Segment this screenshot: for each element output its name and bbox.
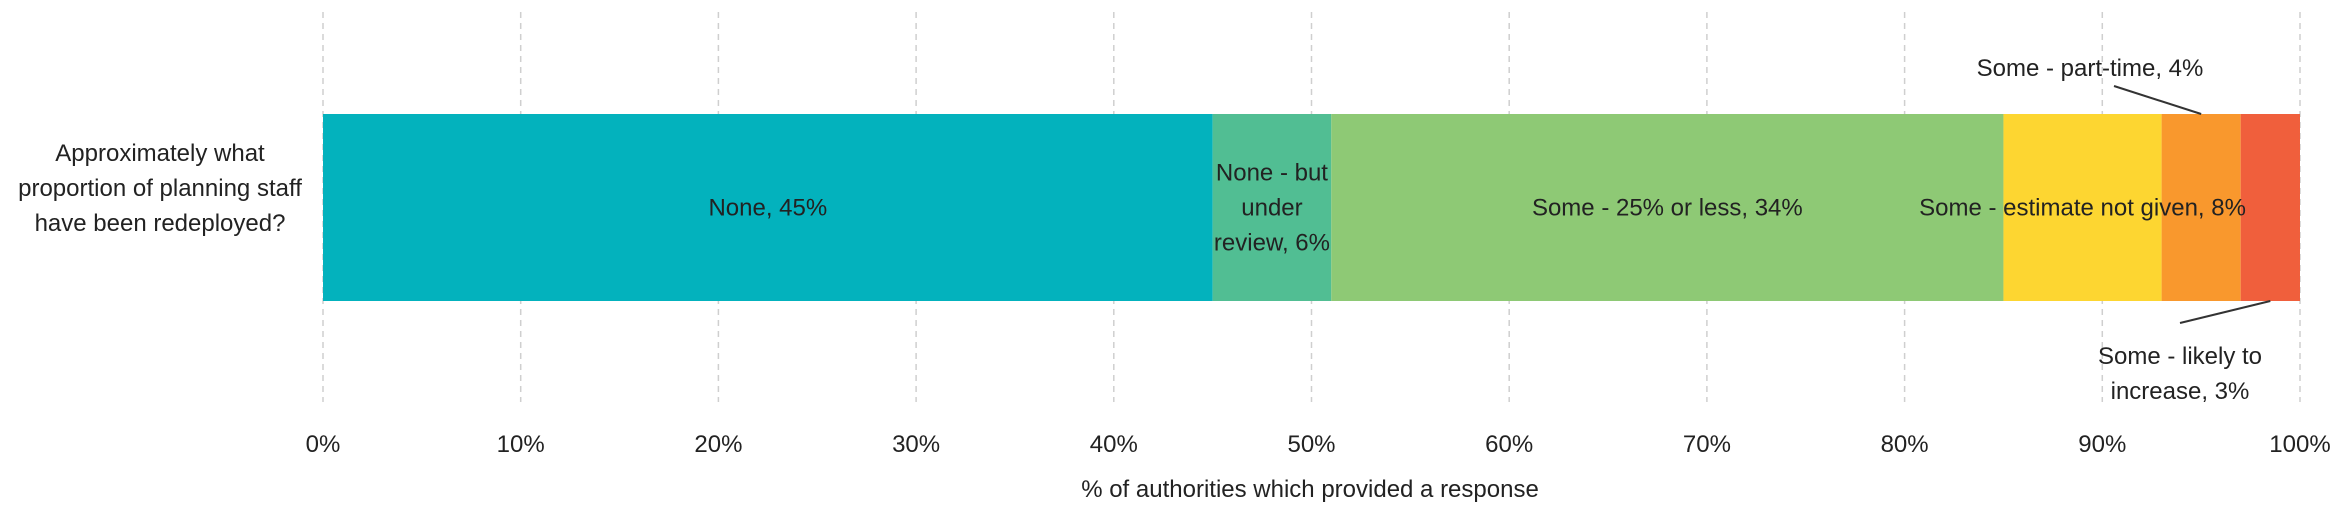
x-tick-label: 20%: [694, 431, 742, 458]
segment-label: Some - likely to increase, 3%: [2098, 343, 2262, 405]
bar-segment: [2003, 114, 2162, 301]
x-tick-label: 40%: [1090, 431, 1138, 458]
bar-segment: [323, 114, 1213, 301]
x-tick-label: 80%: [1881, 431, 1929, 458]
x-tick-label: 50%: [1287, 431, 1335, 458]
leader-line: [2113, 85, 2202, 115]
x-tick-label: 70%: [1683, 431, 1731, 458]
x-tick-label: 60%: [1485, 431, 1533, 458]
category-label: Approximately what proportion of plannin…: [18, 140, 302, 237]
segment-label: None, 45%: [708, 195, 827, 222]
segment-label: Some - part-time, 4%: [1977, 55, 2204, 82]
bar-segment: [2161, 114, 2241, 301]
segment-label: None - but under review, 6%: [1214, 160, 1330, 257]
bar-segment: [1331, 114, 2004, 301]
segment-label: Some - 25% or less, 34%: [1532, 195, 1803, 222]
x-tick-label: 90%: [2078, 431, 2126, 458]
x-tick-labels: 0% 10% 20% 30% 40% 50% 60% 70% 80% 90% 100%: [306, 431, 2331, 458]
x-tick-label: 30%: [892, 431, 940, 458]
bar-segment: [1212, 114, 1332, 301]
x-tick-label: 10%: [497, 431, 545, 458]
x-tick-label: 100%: [2269, 431, 2330, 458]
x-axis-label: % of authorities which provided a respon…: [1081, 476, 1539, 503]
grid-lines: [322, 12, 2301, 402]
segment-labels: None, 45% None - but under review, 6% Some -…: [708, 55, 2271, 405]
bar-segment: [2240, 114, 2300, 301]
x-tick-label: 0%: [306, 431, 341, 458]
segment-label: Some - estimate not given, 8%: [1919, 195, 2246, 222]
bar-segments: [323, 114, 2300, 301]
leader-line: [2179, 300, 2271, 324]
